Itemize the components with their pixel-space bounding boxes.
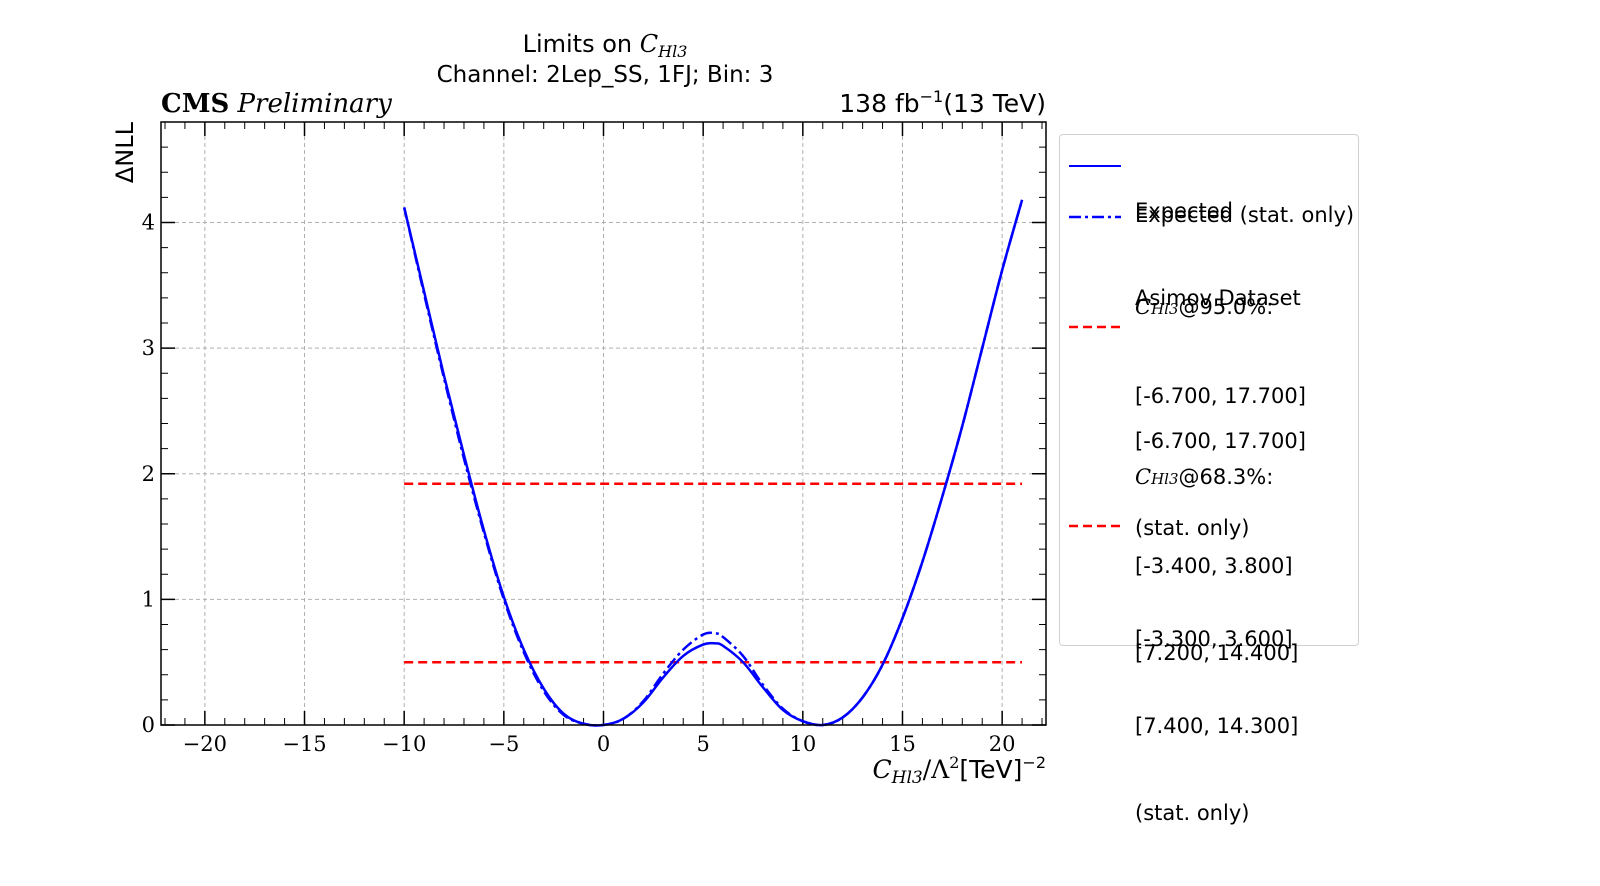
experiment-name: CMS xyxy=(161,89,229,119)
x-tick-label: 0 xyxy=(597,732,610,756)
legend-label-stat-only: Expected (stat. only) xyxy=(1135,203,1355,227)
legend-68-symbol-sub: Hl3 xyxy=(1151,470,1179,488)
x-axis-units-exp: −2 xyxy=(1022,753,1046,772)
tick-labels: −20 −15 −10 −5 0 5 10 15 20 0 1 2 3 4 xyxy=(142,211,1016,757)
x-tick-label: 15 xyxy=(889,732,916,756)
legend-label-95: CHl3@95.0%: [-6.700, 17.700] xyxy=(1135,235,1306,469)
reference-lines xyxy=(404,482,1023,664)
chart-title-prefix: Limits on xyxy=(523,30,633,58)
x-tick-label: 20 xyxy=(989,732,1016,756)
legend-swatch-95-stat xyxy=(1069,325,1121,329)
legend-68-symbol: C xyxy=(1135,465,1152,489)
lumi-label: 138 fb−1(13 TeV) xyxy=(839,87,1046,118)
legend-label-68: CHl3@68.3%: [-3.400, 3.800] [7.200, 14.4… xyxy=(1135,405,1298,726)
x-axis-units: [TeV] xyxy=(959,755,1022,784)
y-tick-label: 3 xyxy=(142,336,155,360)
x-tick-label: −5 xyxy=(488,732,519,756)
legend-swatch-68-stat xyxy=(1069,524,1121,528)
chart-title-symbol-sub: Hl3 xyxy=(657,42,687,61)
x-axis-symbol: C xyxy=(873,755,892,784)
experiment-label: CMS Preliminary xyxy=(161,89,392,119)
series-line-stat-only xyxy=(402,199,1024,727)
x-axis-rest-exp: 2 xyxy=(949,753,959,772)
chart-title-symbol: C xyxy=(640,30,658,58)
y-tick-label: 1 xyxy=(142,587,155,611)
legend-95-symbol: C xyxy=(1135,295,1152,319)
x-tick-label: −10 xyxy=(382,732,426,756)
series-line-expected xyxy=(402,199,1024,727)
y-tick-label: 0 xyxy=(142,713,155,737)
legend-label-68-stat: [-3.300, 3.600] [7.400, 14.300] (stat. o… xyxy=(1135,627,1299,825)
y-axis-label: ΔNLL xyxy=(111,121,139,183)
x-tick-label: 5 xyxy=(696,732,709,756)
legend-label-95-stat: [-6.700, 17.700] (stat. only) xyxy=(1135,429,1306,540)
legend-95-interval: [-6.700, 17.700] xyxy=(1135,384,1306,408)
plot-frame xyxy=(160,121,1047,726)
grid-lines xyxy=(161,122,1046,726)
legend-label-expected: Expected Asimov Dataset xyxy=(1135,199,1301,310)
x-tick-label: 10 xyxy=(789,732,816,756)
chart-subtitle: Channel: 2Lep_SS, 1FJ; Bin: 3 xyxy=(437,62,774,88)
experiment-sublabel: Preliminary xyxy=(237,89,393,119)
x-tick-label: −20 xyxy=(183,732,227,756)
x-axis-label: CHl3/Λ2[TeV]−2 xyxy=(873,753,1047,788)
x-tick-label: −15 xyxy=(282,732,326,756)
legend-68-interval-1: [-3.400, 3.800] xyxy=(1135,554,1293,578)
legend-95-suffix: @95.0%: xyxy=(1178,295,1274,319)
legend-swatch-stat-only xyxy=(1069,215,1121,219)
nll-scan-chart: Limits on CHl3 Channel: 2Lep_SS, 1FJ; Bi… xyxy=(111,30,1047,788)
series-lines xyxy=(402,199,1024,727)
y-tick-label: 4 xyxy=(142,211,155,235)
lumi-value: 138 fb xyxy=(839,89,919,118)
y-tick-label: 2 xyxy=(142,462,155,486)
x-axis-symbol-sub: Hl3 xyxy=(891,768,923,788)
chart-title: Limits on CHl3 xyxy=(523,30,688,61)
axis-ticks xyxy=(161,121,1046,726)
legend: Expected Asimov Dataset Expected (stat. … xyxy=(1059,134,1359,825)
lumi-exponent: −1 xyxy=(920,87,944,106)
legend-68-suffix: @68.3%: xyxy=(1178,465,1274,489)
energy-label: (13 TeV) xyxy=(943,89,1046,118)
legend-95-symbol-sub: Hl3 xyxy=(1151,300,1179,318)
legend-swatch-expected xyxy=(1069,165,1121,167)
x-axis-rest: /Λ xyxy=(923,755,950,784)
legend-68-interval-2: [7.200, 14.400] xyxy=(1135,641,1299,665)
